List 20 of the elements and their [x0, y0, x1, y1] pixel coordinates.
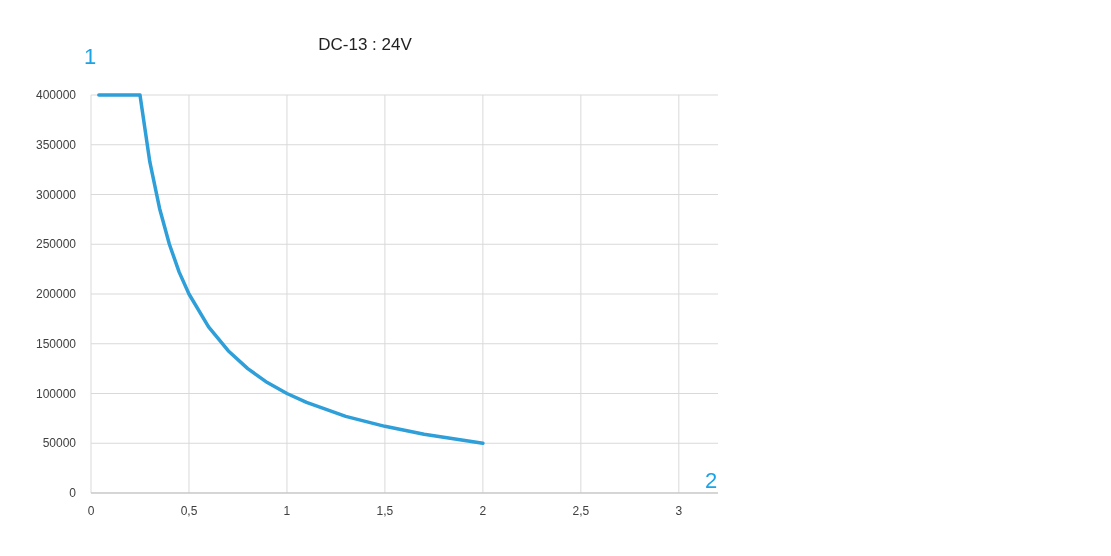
x-axis-title: 2 [704, 468, 718, 493]
y-tick-label: 350000 [35, 137, 77, 152]
x-tick-label: 3 [675, 504, 683, 518]
x-tick-label: 2,5 [572, 504, 590, 518]
y-tick-label: 50000 [42, 436, 77, 451]
y-tick-label: 100000 [35, 386, 77, 401]
x-tick-label: 0 [87, 504, 95, 518]
x-tick-label: 1 [283, 504, 291, 518]
chart-title: DC-13 : 24V [318, 35, 413, 54]
y-tick-label: 250000 [35, 237, 77, 252]
x-tick-label: 0,5 [180, 504, 198, 518]
y-tick-label: 300000 [35, 187, 77, 202]
y-tick-label: 400000 [35, 88, 77, 103]
x-tick-label: 1,5 [376, 504, 394, 518]
y-tick-label: 0 [69, 486, 77, 501]
line-series [97, 93, 485, 445]
y-tick-label: 150000 [35, 336, 77, 351]
y-tick-label: 200000 [35, 287, 77, 302]
y-axis-title: 1 [83, 44, 97, 69]
x-tick-label: 2 [479, 504, 487, 518]
